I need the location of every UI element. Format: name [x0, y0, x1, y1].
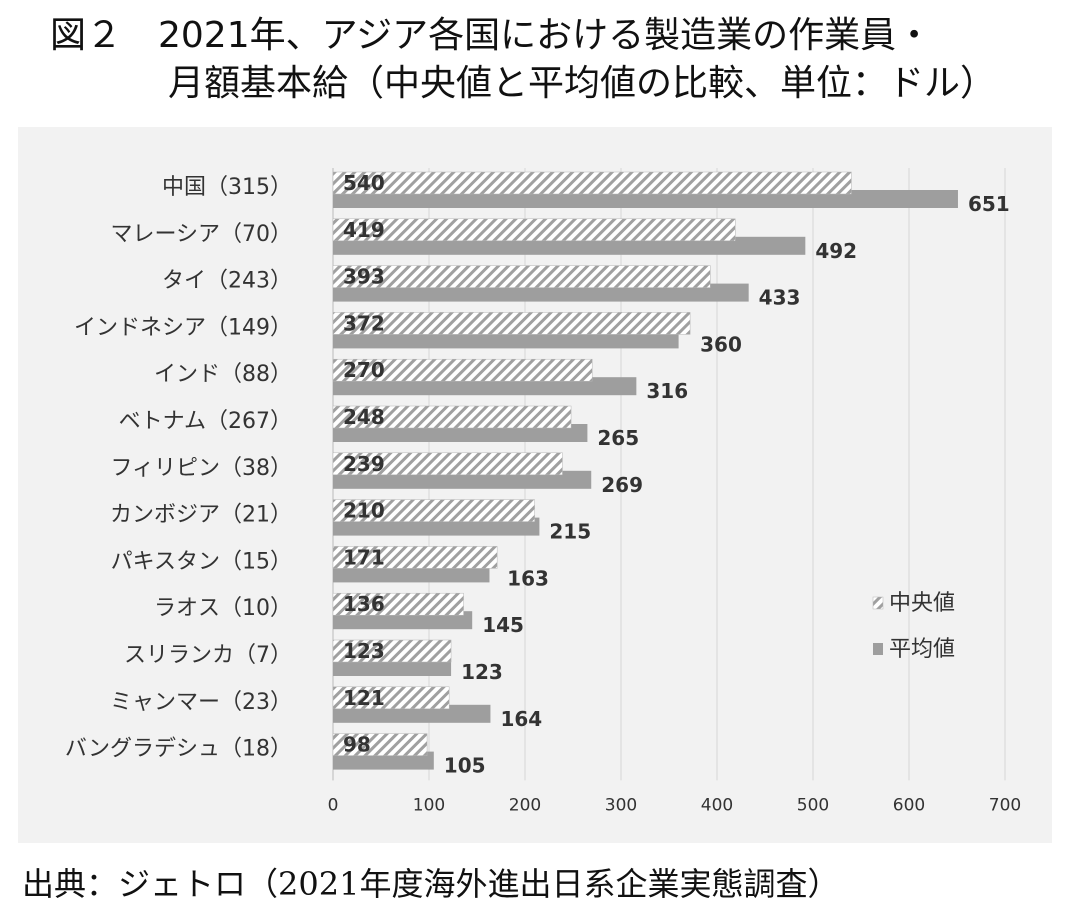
median-value-label: 171	[343, 545, 385, 569]
median-value-label: 248	[343, 405, 385, 429]
x-tick-label: 100	[413, 795, 445, 815]
mean-value-label: 492	[815, 239, 857, 263]
median-value-label: 270	[343, 358, 385, 382]
source-note: 出典：ジェトロ（2021年度海外進出日系企業実態調査）	[22, 865, 840, 903]
category-label: ラオス（10）	[154, 596, 292, 621]
bar-mean	[333, 236, 806, 255]
bar-median	[332, 358, 593, 382]
legend-label-mean: 平均値	[889, 637, 955, 662]
category-label: タイ（243）	[162, 269, 292, 294]
mean-value-label: 105	[444, 754, 486, 778]
bar-mean	[333, 517, 540, 536]
median-value-label: 419	[343, 218, 385, 242]
mean-value-label: 163	[507, 566, 549, 590]
median-value-label: 393	[343, 265, 385, 289]
bar-mean	[333, 190, 958, 208]
bar-mean	[333, 330, 679, 349]
bar-median	[332, 592, 464, 616]
mean-value-label: 433	[759, 286, 801, 310]
legend-swatch-median	[872, 596, 884, 610]
mean-value-label: 269	[601, 473, 643, 497]
legend-swatch-mean	[873, 643, 883, 655]
labels: 0 100 200 300 400 500 600 700 中国（315） 540 651 マレーシア…	[65, 171, 1021, 815]
category-label: スリランカ（7）	[124, 643, 292, 668]
bars	[332, 171, 958, 770]
mean-value-label: 145	[482, 613, 524, 637]
bar-median	[332, 265, 711, 288]
category-label: フィリピン（38）	[110, 456, 292, 481]
category-label: ミャンマー（23）	[110, 690, 292, 715]
bar-median	[332, 218, 736, 242]
bar-median	[332, 171, 852, 195]
bar-median	[332, 639, 452, 663]
bar-median	[332, 312, 691, 335]
title-line-1: 図２ 2021年、アジア各国における製造業の作業員・	[50, 15, 933, 56]
title-line-2: 月額基本給（中央値と平均値の比較、単位：ドル）	[168, 63, 997, 104]
median-value-label: 210	[343, 499, 385, 523]
mean-value-label: 164	[500, 707, 542, 731]
median-value-label: 123	[343, 639, 385, 663]
legend-label-median: 中央値	[889, 591, 955, 616]
bar-mean	[333, 611, 473, 630]
median-value-label: 540	[343, 171, 385, 195]
bar-mean	[333, 377, 637, 396]
bar-mean	[333, 704, 491, 723]
median-value-label: 372	[343, 311, 385, 335]
bar-mean	[333, 470, 592, 489]
mean-value-label: 215	[549, 520, 591, 544]
x-tick-label: 0	[328, 795, 339, 815]
bar-mean	[333, 424, 588, 442]
x-tick-label: 500	[797, 795, 829, 815]
x-tick-label: 400	[701, 795, 733, 815]
bar-mean	[333, 658, 452, 676]
bar-mean	[333, 564, 490, 583]
category-label: 中国（315）	[162, 175, 292, 200]
mean-value-label: 265	[597, 426, 639, 450]
bar-median	[332, 546, 498, 569]
mean-value-label: 123	[461, 660, 503, 684]
bar-median	[332, 686, 450, 710]
bar-median	[332, 452, 563, 476]
x-tick-label: 600	[893, 795, 925, 815]
category-label: パキスタン（15）	[111, 549, 292, 574]
bar-mean	[333, 283, 749, 302]
bar-mean	[333, 751, 434, 770]
median-value-label: 239	[343, 452, 385, 476]
x-tick-label: 200	[509, 795, 541, 815]
bar-median	[332, 499, 535, 522]
bar-median	[332, 405, 572, 429]
mean-value-label: 316	[646, 379, 688, 403]
category-label: インド（88）	[154, 362, 292, 387]
category-label: カンボジア（21）	[110, 503, 292, 528]
category-label: インドネシア（149）	[74, 315, 292, 340]
mean-value-label: 360	[700, 332, 742, 356]
x-tick-label: 300	[605, 795, 637, 815]
category-label: バングラデシュ（18）	[65, 737, 292, 762]
median-value-label: 121	[343, 686, 385, 710]
category-label: マレーシア（70）	[110, 222, 292, 247]
mean-value-label: 651	[968, 192, 1010, 216]
median-value-label: 98	[343, 733, 371, 757]
x-tick-label: 700	[989, 795, 1021, 815]
median-value-label: 136	[343, 592, 385, 616]
bar-median	[332, 733, 428, 756]
category-label: ベトナム（267）	[119, 409, 292, 434]
